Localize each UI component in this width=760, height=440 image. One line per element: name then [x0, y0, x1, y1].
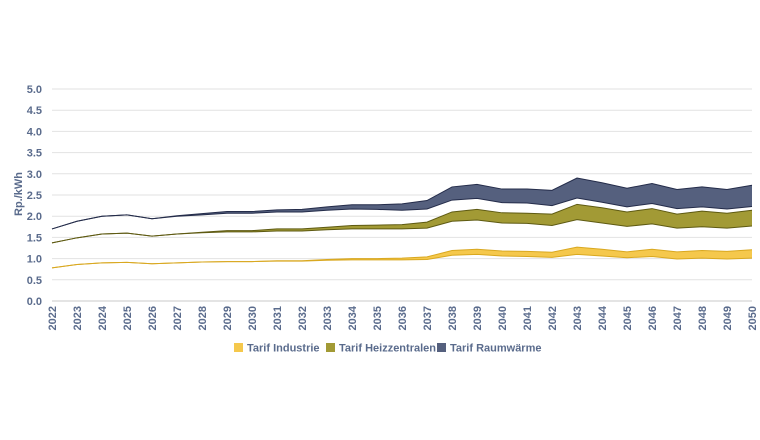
- legend-label-1: Tarif Industrie: [247, 343, 320, 355]
- x-axis-ticks: 2022 2023 2024 2025 2026 2027 2028 2029 2030 2031…: [47, 305, 759, 330]
- band-1: [52, 247, 752, 268]
- x-tick-label: 2024: [97, 305, 109, 330]
- x-tick-label: 2045: [622, 306, 634, 330]
- y-tick-label: 4.0: [27, 126, 42, 138]
- x-tick-label: 2029: [222, 306, 234, 330]
- x-tick-label: 2022: [47, 306, 59, 330]
- x-tick-label: 2040: [497, 306, 509, 330]
- legend: Tarif Industrie Tarif Heizzentralen Tarif …: [234, 343, 542, 355]
- x-tick-label: 2028: [197, 306, 209, 330]
- legend-swatch-3: [437, 343, 446, 352]
- band-lower-line-2: [51, 219, 753, 244]
- y-tick-label: 1.5: [27, 232, 42, 244]
- x-tick-label: 2035: [372, 306, 384, 330]
- x-tick-label: 2050: [747, 306, 759, 330]
- x-tick-label: 2036: [397, 306, 409, 330]
- y-tick-label: 2.0: [27, 211, 42, 223]
- x-tick-label: 2041: [522, 306, 534, 330]
- x-tick-label: 2038: [447, 306, 459, 330]
- x-tick-label: 2027: [172, 306, 184, 330]
- x-tick-label: 2037: [422, 306, 434, 330]
- band-lower-line-3: [51, 197, 753, 230]
- x-tick-label: 2039: [472, 306, 484, 330]
- x-tick-label: 2047: [672, 306, 684, 330]
- x-tick-label: 2046: [647, 306, 659, 330]
- x-tick-label: 2048: [697, 306, 709, 330]
- x-tick-label: 2042: [547, 306, 559, 330]
- band-upper-line-1: [51, 246, 753, 269]
- x-tick-label: 2033: [322, 306, 334, 330]
- x-tick-label: 2026: [147, 306, 159, 330]
- x-tick-label: 2031: [272, 306, 284, 330]
- y-tick-label: 4.5: [27, 105, 42, 117]
- x-tick-label: 2043: [572, 306, 584, 330]
- y-tick-label: 5.0: [27, 84, 42, 96]
- y-tick-label: 3.5: [27, 148, 42, 160]
- y-axis-label: Rp./kWh: [13, 172, 25, 216]
- legend-label-2: Tarif Heizzentralen: [339, 343, 436, 355]
- x-tick-label: 2030: [247, 306, 259, 330]
- x-tick-label: 2023: [72, 306, 84, 330]
- x-tick-label: 2044: [597, 305, 609, 330]
- legend-label-3: Tarif Raumwärme: [450, 343, 542, 355]
- band-2: [52, 204, 752, 243]
- x-tick-label: 2032: [297, 306, 309, 330]
- y-tick-label: 3.0: [27, 169, 42, 181]
- y-axis-ticks: 0.0 0.5 1.0 1.5 2.0 2.5 3.0 3.5 4.0 4.5 5.0: [27, 84, 42, 308]
- y-tick-label: 0.5: [27, 275, 42, 287]
- gridlines: [52, 88, 752, 302]
- band-lower-line-1: [51, 253, 753, 269]
- legend-swatch-1: [234, 343, 243, 352]
- x-tick-label: 2034: [347, 305, 359, 330]
- band-3: [52, 178, 752, 229]
- y-tick-label: 0.0: [27, 296, 42, 308]
- legend-swatch-2: [326, 343, 335, 352]
- y-tick-label: 2.5: [27, 190, 42, 202]
- x-tick-label: 2025: [122, 306, 134, 330]
- y-tick-label: 1.0: [27, 254, 42, 266]
- x-tick-label: 2049: [722, 306, 734, 330]
- series-bands: [51, 177, 753, 269]
